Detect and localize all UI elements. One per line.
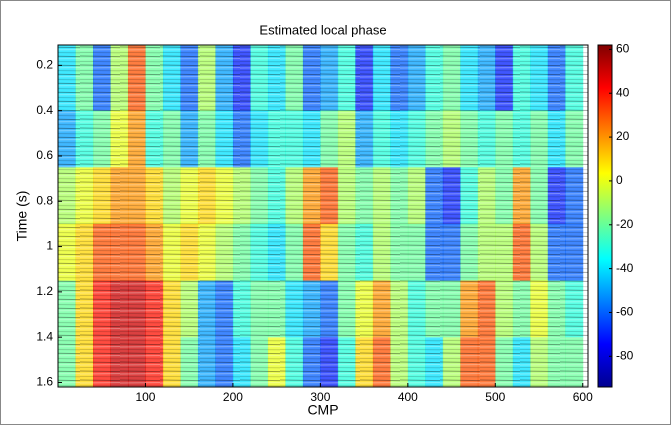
colorbar-tick-label: 0 [616,173,623,187]
colorbar-tick-label: -80 [616,348,634,362]
y-tick-label: 1 [46,239,53,253]
seismic-texture [58,45,588,387]
y-tick-label: 1.6 [36,375,53,389]
x-tick-label: 300 [310,390,330,404]
y-tick-label: 1.4 [36,329,53,343]
colorbar-tick-label: -20 [616,217,634,231]
x-tick-label: 100 [135,390,155,404]
colorbar-tick-label: -60 [616,305,634,319]
colorbar-tick-label: 60 [616,42,630,56]
x-tick-label: 400 [398,390,418,404]
y-axis-label: Time (s) [14,191,30,242]
y-tick-label: 0.6 [36,148,53,162]
y-tick-label: 1.2 [36,284,53,298]
colorbar-tick-label: -40 [616,261,634,275]
y-tick-label: 0.8 [36,193,53,207]
chart-title: Estimated local phase [259,22,386,37]
colorbar [597,44,613,388]
y-tick-label: 0.2 [36,58,53,72]
x-axis-label: CMP [307,402,338,418]
plot-frame [57,44,589,388]
x-tick-label: 500 [485,390,505,404]
y-tick-label: 0.4 [36,103,53,117]
colorbar-tick-label: 20 [616,129,630,143]
x-tick-label: 600 [573,390,593,404]
colorbar-tick-label: 40 [616,85,630,99]
x-tick-label: 200 [223,390,243,404]
